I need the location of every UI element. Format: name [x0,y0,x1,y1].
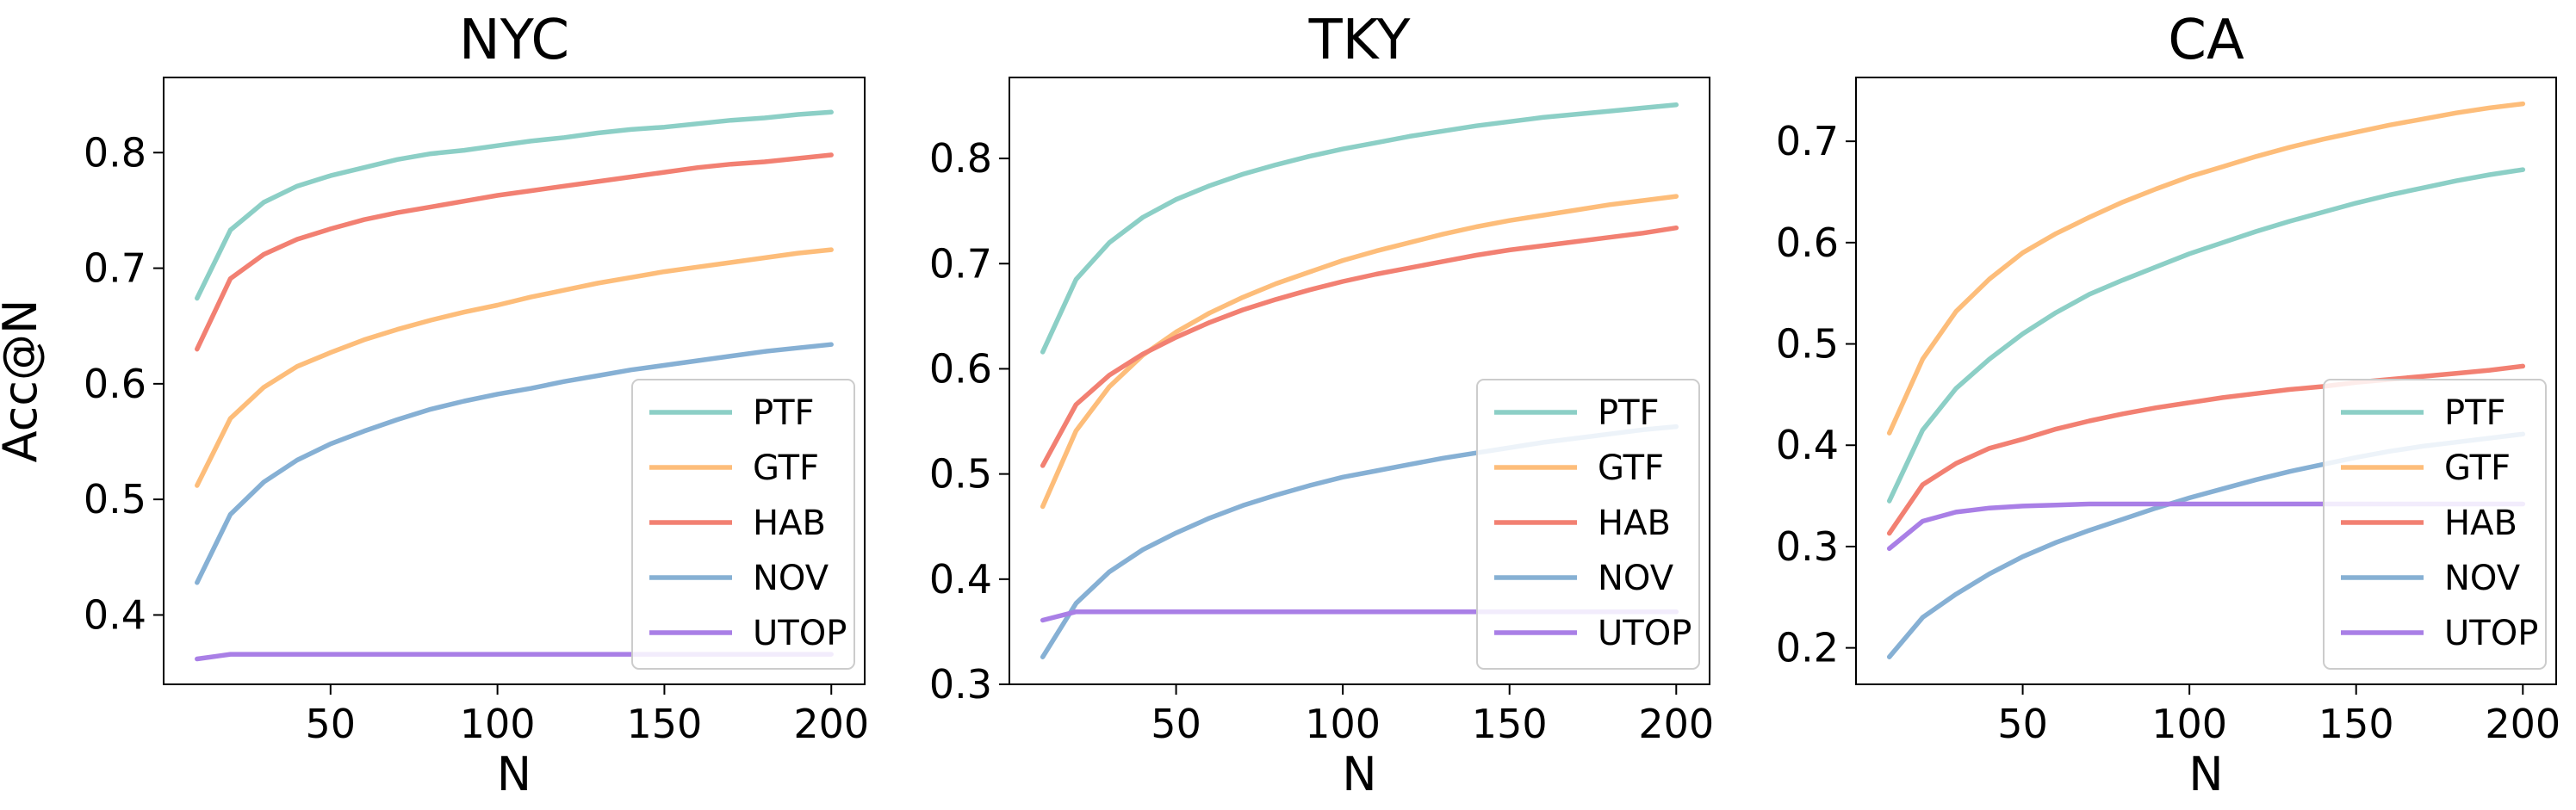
series-line-gtf [1886,101,2526,436]
x-axis-label: N [1342,747,1376,801]
x-tick-label: 150 [1472,701,1548,747]
legend-label-ptf: PTF [1598,393,1660,433]
chart-ca-panel: CA 50 100 150 200 0.2 0.3 0.4 0.5 0.6 0.7 N PTF GTF HA… [1776,9,2560,801]
y-tick-label: 0.7 [1776,118,1839,164]
legend-label-hab: HAB [753,504,826,543]
x-tick-label: 200 [2485,701,2560,747]
y-tick-label: 0.5 [84,476,146,522]
chart-title: NYC [459,9,569,72]
x-tick-label: 50 [306,701,357,747]
legend-label-nov: NOV [1598,559,1674,598]
legend-label-nov: NOV [2444,559,2521,598]
y-tick-label: 0.7 [84,245,146,292]
legend-label-utop: UTOP [753,614,847,653]
legend-box [631,379,855,670]
y-tick-label: 0.8 [929,135,992,182]
series-line-gtf [195,247,834,488]
y-tick-label: 0.4 [929,556,992,603]
x-tick-label: 50 [1151,701,1201,747]
legend-label-utop: UTOP [1598,614,1691,653]
series-line-hab [1040,225,1679,468]
series-line-ptf [195,109,834,301]
legend-label-gtf: GTF [1598,448,1664,488]
x-tick-label: 50 [1997,701,2048,747]
series-line-nov [195,342,834,585]
y-tick-label: 0.8 [84,129,146,176]
x-tick-label: 100 [1305,701,1381,747]
legend: PTF GTF HAB NOV UTOP [2323,379,2547,670]
x-tick-label: 200 [793,701,869,747]
y-tick-label: 0.3 [929,661,992,708]
y-tick-label: 0.6 [84,361,146,407]
legend-label-ptf: PTF [2444,393,2506,433]
x-tick-label: 100 [2151,701,2227,747]
series-line-hab [1886,363,2526,536]
series-line-ptf [1040,102,1679,355]
chart-title: CA [2168,9,2244,72]
y-tick-label: 0.2 [1776,625,1839,671]
chart-nyc-panel: NYC 50 100 150 200 0.4 0.5 0.6 0.7 0.8 N Acc@N PTF GT… [0,9,869,801]
x-tick-label: 150 [2318,701,2394,747]
chart-tky-panel: TKY 50 100 150 200 0.3 0.4 0.5 0.6 0.7 0.8 N PTF GTF H… [929,9,1714,801]
y-tick-label: 0.6 [1776,220,1839,266]
chart-title: TKY [1308,9,1412,72]
y-tick-label: 0.6 [929,345,992,392]
legend-box [2323,379,2547,670]
legend-label-hab: HAB [2444,504,2517,543]
series-line-hab [195,152,834,352]
legend-label-nov: NOV [753,559,829,598]
legend: PTF GTF HAB NOV UTOP [1476,379,1700,670]
plot-frame [163,77,866,685]
legend-box [1476,379,1700,670]
y-tick-label: 0.4 [1776,422,1839,468]
legend-label-utop: UTOP [2444,614,2538,653]
y-tick-label: 0.3 [1776,523,1839,570]
plot-frame [1855,77,2557,685]
legend-label-hab: HAB [1598,504,1671,543]
legend-label-ptf: PTF [753,393,815,433]
legend: PTF GTF HAB NOV UTOP [631,379,855,670]
legend-label-gtf: GTF [753,448,819,488]
x-tick-label: 150 [627,701,703,747]
y-tick-label: 0.4 [84,591,146,638]
y-axis-label: Acc@N [0,300,47,463]
y-tick-label: 0.5 [1776,321,1839,368]
x-axis-label: N [2188,747,2223,801]
legend-label-gtf: GTF [2444,448,2511,488]
series-line-ptf [1886,167,2526,504]
x-tick-label: 200 [1638,701,1714,747]
y-tick-label: 0.7 [929,240,992,287]
x-axis-label: N [497,747,531,801]
y-tick-label: 0.5 [929,451,992,498]
x-tick-label: 100 [460,701,536,747]
plot-frame [1009,77,1710,685]
